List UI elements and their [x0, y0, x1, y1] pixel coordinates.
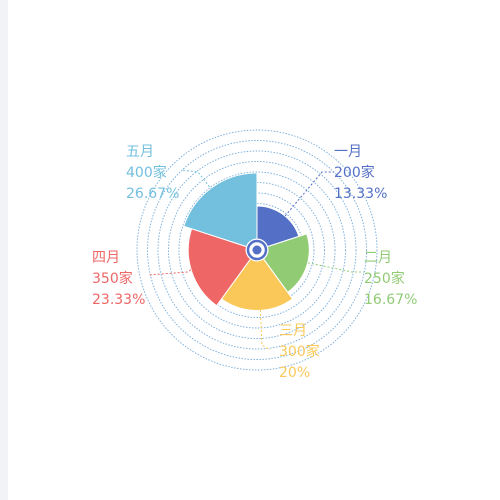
slice-1 [256, 205, 300, 248]
slice-label-value: 350家 [92, 270, 133, 287]
background-ring [136, 129, 378, 371]
slice-labels: 一月 200家 13.33% 二月 250家 16.67% 三月 300家 20% 四月 350家 2… [92, 144, 417, 381]
leader-line-5 [181, 169, 213, 191]
slice-label-value: 200家 [334, 164, 375, 181]
center-hub [246, 239, 268, 261]
leader-line-3 [259, 301, 271, 351]
label-leader-lines [147, 169, 364, 351]
slice-label-category: 一月 [334, 144, 362, 160]
background-ring [147, 140, 367, 360]
background-ring [189, 182, 325, 318]
rose-slices [183, 172, 310, 311]
slice-label-percent: 23.33% [92, 292, 145, 308]
background-ring [157, 150, 357, 350]
slice-2 [262, 233, 310, 293]
slice-label-category: 四月 [92, 250, 120, 266]
slice-label-percent: 20% [279, 365, 310, 381]
leader-line-4 [147, 261, 201, 276]
slice-label-percent: 13.33% [334, 186, 387, 202]
slice-label-category: 五月 [126, 144, 154, 160]
slice-4 [187, 228, 252, 307]
background-ring [168, 161, 346, 339]
slice-label-category: 三月 [279, 323, 307, 339]
slice-3 [220, 258, 294, 311]
background-ring [178, 171, 336, 329]
slice-label-percent: 16.67% [364, 292, 417, 308]
slice-label-value: 400家 [126, 164, 167, 181]
center-dot [252, 245, 262, 255]
slice-5 [183, 172, 258, 248]
leader-line-2 [303, 261, 364, 273]
slice-label-value: 300家 [279, 343, 320, 360]
slice-label-value: 250家 [364, 270, 405, 287]
slice-label-category: 二月 [364, 250, 392, 266]
left-edge-strip [0, 0, 8, 500]
leader-line-1 [279, 171, 334, 223]
slice-label-percent: 26.67% [126, 186, 179, 202]
